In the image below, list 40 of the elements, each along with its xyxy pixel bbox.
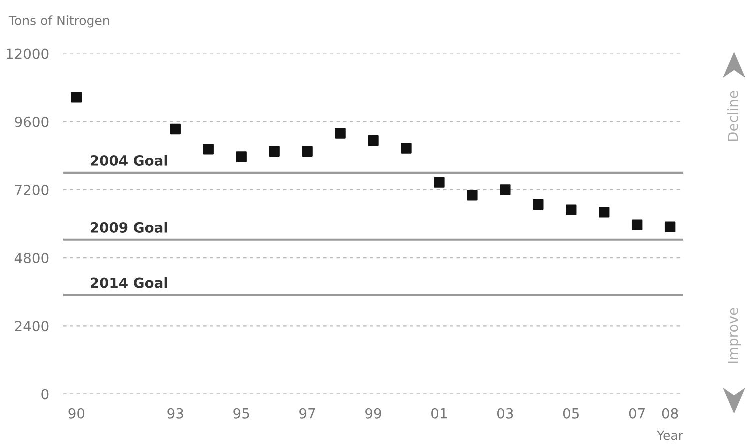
x-axis-title: Year (657, 430, 684, 440)
x-tick-label: 07 (629, 408, 645, 419)
x-tick-label: 97 (300, 408, 316, 419)
point (170, 124, 181, 135)
y-tick-label: 2400 (15, 321, 49, 332)
point (632, 220, 643, 230)
ref-line-label: 2004 Goal (90, 155, 168, 166)
y-axis-title: Tons of Nitrogen (8, 16, 110, 28)
point (599, 207, 610, 218)
text: Improve (728, 308, 742, 364)
ref-line-label: 2014 Goal (90, 278, 168, 288)
point (368, 136, 379, 146)
ref-line-label: 2009 Goal (90, 222, 168, 233)
point (533, 199, 544, 210)
x-tick-label: 95 (234, 408, 250, 419)
y-tick-label: 12000 (6, 48, 49, 60)
point (302, 146, 313, 157)
point (566, 204, 577, 216)
y-tick-label: 4800 (14, 253, 49, 264)
point (664, 222, 676, 232)
point (71, 92, 82, 103)
y-tick-label: 0 (42, 389, 49, 400)
y-tick-label: 7200 (15, 184, 49, 196)
text: Decline (728, 91, 738, 142)
x-tick-label: 01 (432, 408, 448, 419)
point (335, 128, 346, 139)
x-tick-label: 05 (563, 408, 579, 419)
x-tick-label: 03 (497, 408, 514, 419)
point (203, 144, 214, 155)
x-tick-label: 93 (168, 408, 184, 419)
x-tick-label: 08 (662, 408, 678, 419)
point (236, 152, 247, 162)
y-tick-label: 9600 (15, 116, 49, 128)
point (434, 177, 445, 188)
x-tick-label: 99 (366, 408, 382, 419)
point (500, 184, 511, 196)
point (401, 143, 412, 154)
point (269, 146, 280, 157)
point (467, 190, 478, 201)
x-tick-label: 90 (68, 408, 85, 419)
